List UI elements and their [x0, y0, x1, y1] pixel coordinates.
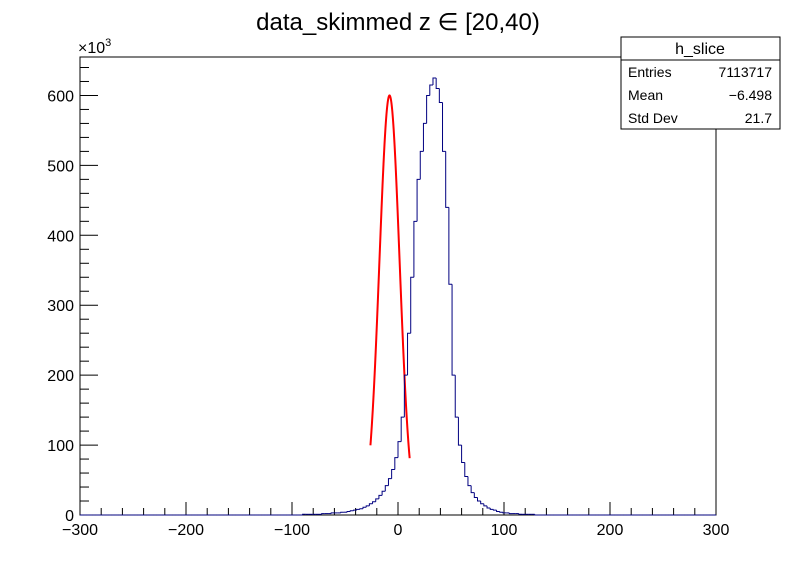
histogram-bin [496, 510, 500, 512]
x-axis: −300 −200 −100 0 100 200 300 [62, 502, 729, 539]
y-tick-label: 0 [65, 508, 74, 525]
x-tick-label: 300 [703, 522, 730, 539]
y-multiplier-base: ×10 [78, 40, 105, 57]
x-tick-label: −300 [62, 522, 98, 539]
y-tick-label: 100 [47, 438, 74, 455]
fit-curve [369, 94, 411, 459]
histogram-bin [429, 84, 433, 96]
stats-stddev-value: 21.7 [745, 110, 772, 126]
histogram-bin [387, 478, 392, 486]
y-multiplier-text: ×103 [78, 37, 111, 57]
x-tick-label: −100 [274, 522, 310, 539]
histogram-bin [410, 276, 414, 334]
y-axis: 0 100 200 300 400 500 600 [47, 66, 98, 525]
histogram-bin [486, 505, 491, 509]
histogram-bin [502, 512, 507, 514]
histogram-bin [403, 374, 408, 418]
y-tick-label: 600 [47, 88, 74, 105]
y-multiplier-exponent: 3 [105, 37, 111, 49]
histogram-bin [470, 485, 475, 494]
histogram-bin [518, 513, 523, 515]
histogram-bin [419, 150, 424, 180]
histogram-bin [375, 498, 379, 502]
histogram-bin [457, 417, 462, 446]
histogram-bin [508, 512, 513, 515]
y-tick-label: 200 [47, 368, 74, 385]
histogram-bin [442, 102, 446, 152]
stats-box-title: h_slice [675, 41, 725, 58]
stats-entries-value: 7113717 [719, 64, 773, 80]
y-tick-label: 400 [47, 228, 74, 245]
histogram-bin [397, 441, 402, 458]
histogram-bin [394, 457, 398, 470]
x-tick-label: 0 [394, 522, 403, 539]
histogram-bin [330, 512, 335, 514]
histogram-bin [378, 494, 383, 499]
gaussian-fit-line [369, 94, 411, 459]
histogram-bin [534, 514, 538, 516]
histogram-bin [432, 77, 437, 85]
histogram-bin [391, 469, 395, 479]
histogram-bin [489, 508, 494, 510]
stats-entries-label: Entries [628, 64, 672, 80]
histogram-bin [400, 416, 405, 442]
histogram-bin [416, 178, 421, 222]
histogram-bin [448, 207, 453, 285]
histogram-bin [362, 506, 367, 509]
x-tick-label: 200 [597, 522, 624, 539]
histogram-bin [499, 511, 503, 513]
stats-mean-label: Mean [628, 87, 663, 103]
histogram-bin [477, 497, 481, 502]
histogram-bin [435, 77, 440, 89]
y-tick-label: 300 [47, 298, 74, 315]
histogram-bin [381, 490, 386, 496]
histogram-bin [321, 513, 325, 515]
stats-box: h_slice Entries 7113717 Mean −6.498 Std … [620, 36, 781, 130]
chart-title: data_skimmed z ∈ [20,40) [256, 9, 540, 36]
y-axis-multiplier: ×103 [78, 37, 111, 57]
x-tick-label: 100 [491, 522, 518, 539]
histogram-bin [426, 94, 430, 124]
histogram-bin [451, 284, 456, 376]
y-tick-label: 500 [47, 158, 74, 175]
histogram-bin [346, 511, 351, 513]
histogram-bin [483, 503, 488, 507]
histogram-bin [438, 88, 443, 103]
histogram-bin [340, 511, 344, 513]
histogram-bin [467, 476, 472, 487]
stats-mean-value: −6.498 [729, 87, 772, 103]
histogram-bin [359, 508, 364, 510]
histogram-bin [407, 332, 411, 376]
histogram-bin [445, 151, 449, 208]
histogram-bin [372, 501, 376, 504]
histogram-bin [413, 220, 418, 278]
histogram-bin [356, 508, 360, 511]
histogram-bin [384, 485, 389, 492]
histogram-bin [302, 513, 306, 515]
histogram-bin [422, 122, 427, 152]
stats-box-border [620, 36, 781, 130]
histogram-bin [365, 505, 370, 508]
histogram-bin [473, 492, 478, 499]
histogram-bin [492, 509, 497, 511]
histogram-bin [464, 462, 468, 478]
histogram-bin [454, 375, 459, 418]
histogram-series [80, 77, 716, 516]
histogram-bin [461, 445, 465, 464]
stats-stddev-label: Std Dev [628, 110, 678, 126]
histogram-bin [352, 509, 357, 511]
histogram-bin [368, 503, 373, 506]
histogram-bin [480, 501, 484, 505]
x-tick-label: −200 [168, 522, 204, 539]
histogram-bin [349, 510, 354, 512]
